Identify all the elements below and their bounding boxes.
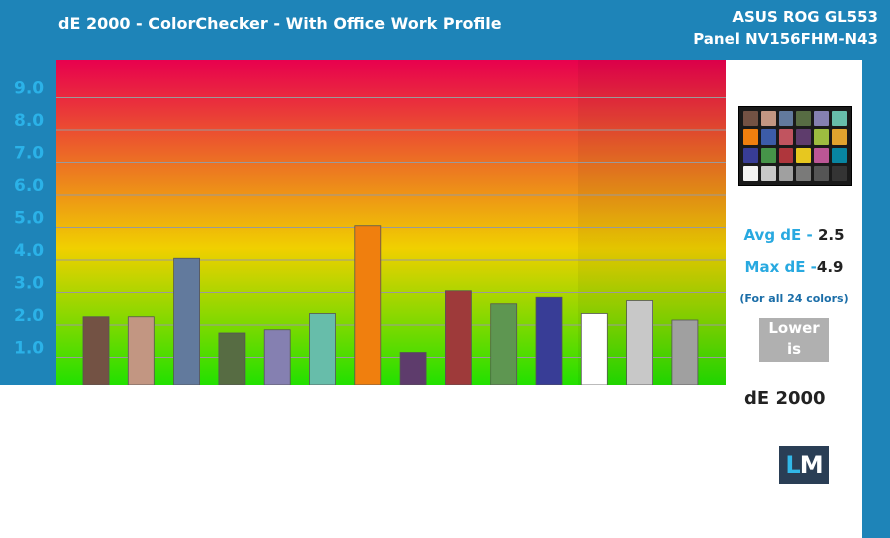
bar [127,316,155,386]
max-de-value: 4.9 [816,258,844,276]
bar [218,332,246,386]
checker-swatch [778,129,794,145]
colorchecker-swatch-grid [738,106,852,186]
checker-swatch [778,165,794,181]
bar [309,313,336,386]
grid-lines [56,97,726,358]
avg-de-stat: Avg dE - 2.5 [726,226,862,244]
bar [671,319,699,386]
y-tick-label: 6.0 [14,176,44,196]
max-de-label: Max dE - [744,258,817,276]
checker-swatch [743,111,758,127]
checker-swatch [796,111,812,127]
checker-swatch [760,111,776,127]
y-tick-label: 3.0 [14,274,44,294]
y-tick-label: 5.0 [14,209,44,229]
checker-swatch [743,129,758,145]
checker-swatch [760,165,776,181]
checker-swatch [832,129,847,145]
bar [399,352,427,386]
y-tick-label: 8.0 [14,111,44,131]
avg-de-label: Avg dE - [743,226,818,244]
checker-swatch [743,165,758,181]
bar [263,329,291,386]
checker-swatch [814,111,830,127]
y-tick-label: 2.0 [14,306,44,326]
y-tick-label: 1.0 [14,339,44,359]
colors-note: (For all 24 colors) [739,292,849,305]
checker-swatch [832,111,847,127]
y-tick-label: 4.0 [14,241,44,261]
bar [580,313,608,386]
avg-de-value: 2.5 [817,226,845,244]
checker-swatch [778,111,794,127]
checker-swatch [760,129,776,145]
summary-panel: Avg dE - 2.5 Max dE -4.9 (For all 24 col… [726,60,862,385]
checker-swatch [814,147,830,163]
metric-label: dE 2000 [744,388,826,409]
y-tick-label: 9.0 [14,79,44,99]
laptopmedia-logo: LM [779,446,829,484]
y-axis-ticks: 1.0 2.0 3.0 4.0 5.0 6.0 7.0 8.0 9.0 [14,79,44,359]
checker-swatch [832,147,847,163]
checker-swatch [796,129,812,145]
bar [490,303,518,386]
checker-swatch [814,165,830,181]
checker-swatch [796,165,812,181]
bar [82,316,110,386]
bar [354,225,382,386]
bars [82,225,699,386]
bar [626,300,653,386]
y-tick-label: 7.0 [14,144,44,164]
checker-swatch [778,147,794,163]
bar [535,296,563,386]
chart-title: dE 2000 - ColorChecker - With Office Wor… [58,14,502,33]
checker-swatch [814,129,830,145]
checker-swatch [796,147,812,163]
checker-swatch [760,147,776,163]
bar [444,290,472,386]
device-name: ASUS ROG GL553 [732,8,878,26]
checker-swatch [832,165,847,181]
lower-is-better-badge: Lower is better [759,318,829,379]
bar [173,257,201,386]
checker-swatch [743,147,758,163]
plot-background [56,60,726,385]
max-de-stat: Max dE -4.9 [726,258,862,276]
x-axis-panel [0,385,862,538]
panel-name: Panel NV156FHM-N43 [693,30,878,48]
